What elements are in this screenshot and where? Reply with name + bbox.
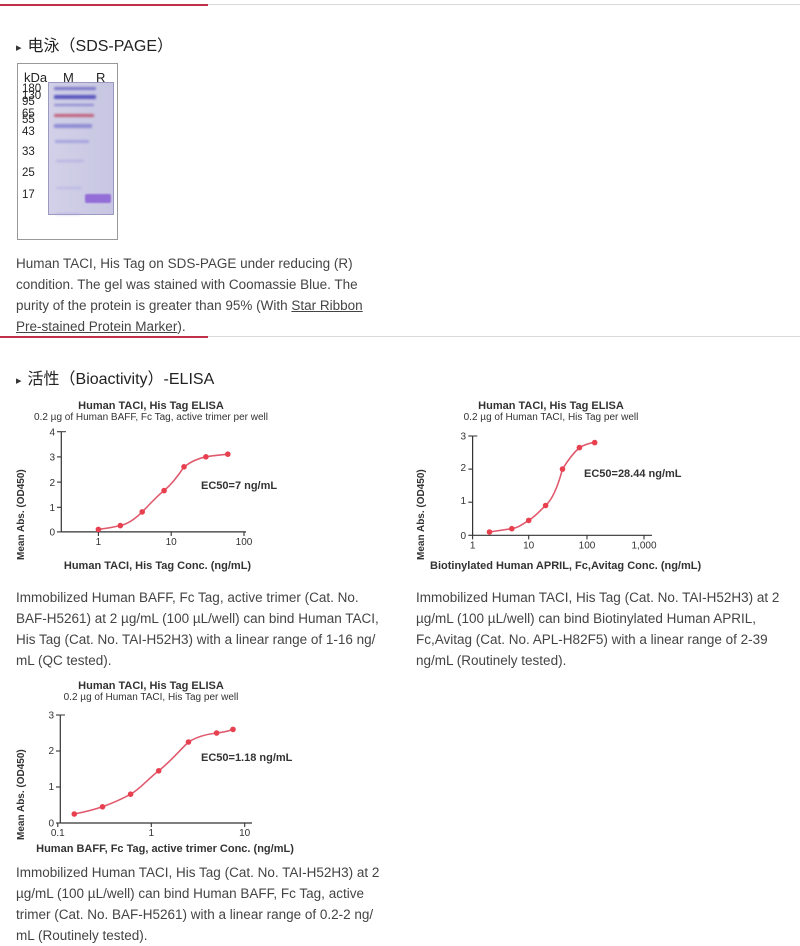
svg-text:2: 2 [460, 463, 466, 474]
svg-text:10: 10 [166, 537, 178, 548]
svg-text:10: 10 [239, 828, 251, 839]
svg-text:4: 4 [49, 428, 55, 439]
svg-text:1: 1 [96, 537, 102, 548]
svg-text:10: 10 [523, 541, 535, 552]
svg-text:3: 3 [48, 711, 54, 722]
svg-text:2: 2 [49, 478, 55, 489]
svg-text:2: 2 [48, 746, 54, 757]
svg-text:1: 1 [48, 782, 54, 793]
svg-text:0.1: 0.1 [51, 828, 65, 839]
svg-text:1: 1 [149, 828, 155, 839]
svg-text:1: 1 [470, 541, 476, 552]
svg-text:1: 1 [460, 496, 466, 507]
svg-text:100: 100 [236, 537, 253, 548]
svg-text:0: 0 [49, 528, 55, 539]
svg-text:1: 1 [49, 503, 55, 514]
svg-text:1,000: 1,000 [631, 541, 656, 552]
svg-text:100: 100 [579, 541, 596, 552]
svg-text:3: 3 [460, 432, 466, 443]
svg-text:0: 0 [460, 531, 466, 542]
svg-text:3: 3 [49, 453, 55, 464]
